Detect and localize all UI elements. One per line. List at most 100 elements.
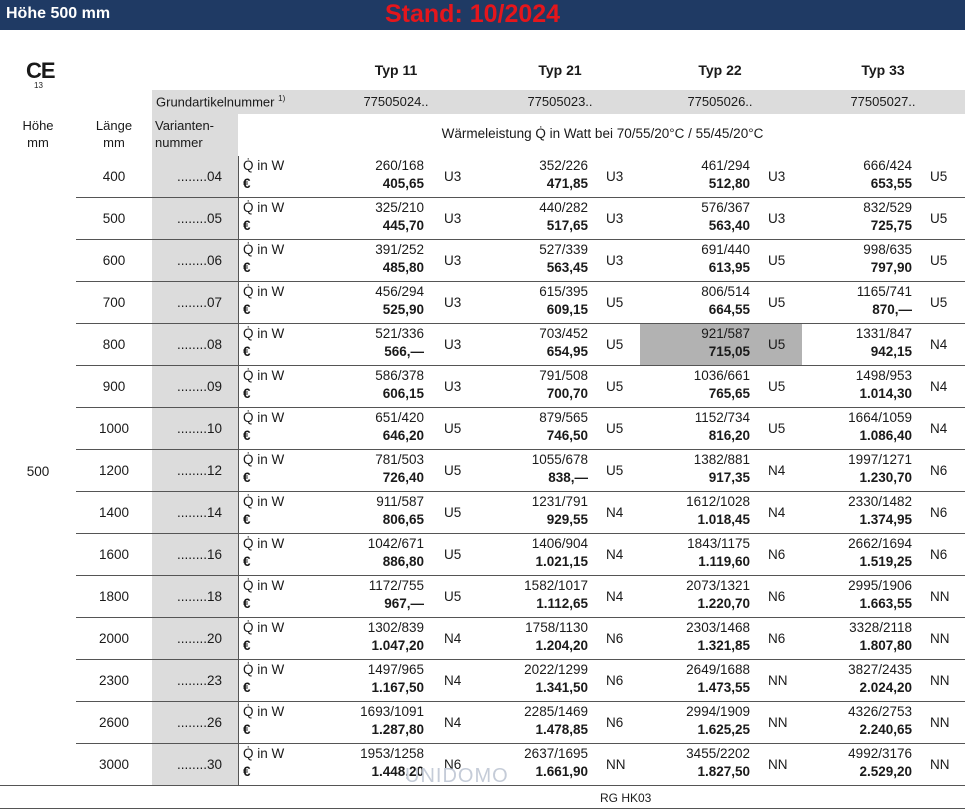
price-value: 563,45 xyxy=(546,260,588,275)
page-title: Höhe 500 mm xyxy=(6,5,111,22)
type-header-22: Typ 22 xyxy=(698,62,742,78)
package-code: U5 xyxy=(444,463,462,478)
watt-value: 1036/661 xyxy=(693,368,750,383)
laenge-value: 1800 xyxy=(98,589,130,604)
table-row: 1800 ........18 Q̇ in W € 1172/755 967,— U5… xyxy=(0,576,965,618)
price-value: 1.204,20 xyxy=(535,638,588,653)
price-value: 870,— xyxy=(872,302,912,317)
watt-value: 921/587 xyxy=(701,326,750,341)
table-row: 700 ........07 Q̇ in W € 456/294 525,90 U3 … xyxy=(0,282,965,324)
value-cell: 998/635 797,90 xyxy=(812,240,912,282)
watt-value: 391/252 xyxy=(375,242,424,257)
laenge-value: 1200 xyxy=(98,463,130,478)
watt-value: 806/514 xyxy=(701,284,750,299)
watt-value: 4992/3176 xyxy=(848,746,912,761)
euro-label: € xyxy=(243,176,251,191)
package-code: NN xyxy=(768,715,788,730)
watt-value: 1953/1258 xyxy=(360,746,424,761)
price-value: 715,05 xyxy=(708,344,750,359)
package-code: NN xyxy=(930,673,950,688)
watt-value: 703/452 xyxy=(539,326,588,341)
value-cell: 1497/965 1.167,50 xyxy=(324,660,424,702)
price-value: 1.374,95 xyxy=(859,512,912,527)
variante-value: ........12 xyxy=(176,463,222,478)
q-label: Q̇ in W xyxy=(243,620,285,635)
watt-value: 1055/678 xyxy=(531,452,588,467)
watt-value: 615/395 xyxy=(539,284,588,299)
table-row: 800 ........08 Q̇ in W € 521/336 566,— U3 7… xyxy=(0,324,965,366)
package-code: U5 xyxy=(444,547,462,562)
package-code: U3 xyxy=(768,211,786,226)
q-label: Q̇ in W xyxy=(243,284,285,299)
price-value: 838,— xyxy=(548,470,588,485)
package-code: N6 xyxy=(444,757,462,772)
package-code: N4 xyxy=(444,631,462,646)
table-row: 2600 ........26 Q̇ in W € 1693/1091 1.287,8… xyxy=(0,702,965,744)
price-value: 405,65 xyxy=(382,176,424,191)
type-header-33: Typ 33 xyxy=(861,62,905,78)
q-label: Q̇ in W xyxy=(243,410,285,425)
value-cell: 911/587 806,65 xyxy=(324,492,424,534)
package-code: U3 xyxy=(444,295,462,310)
value-cell: 1302/839 1.047,20 xyxy=(324,618,424,660)
price-value: 517,65 xyxy=(546,218,588,233)
price-value: 1.112,65 xyxy=(536,596,588,611)
watt-value: 325/210 xyxy=(375,200,424,215)
price-value: 1.167,50 xyxy=(371,680,424,695)
price-value: 1.018,45 xyxy=(697,512,750,527)
package-code: NN xyxy=(606,757,626,772)
price-value: 1.086,40 xyxy=(859,428,912,443)
watt-value: 2649/1688 xyxy=(686,662,750,677)
variante-value: ........05 xyxy=(176,211,222,226)
table-row: 2000 ........20 Q̇ in W € 1302/839 1.047,20… xyxy=(0,618,965,660)
price-value: 726,40 xyxy=(382,470,424,485)
header-bar: Höhe 500 mm Stand: 10/2024 xyxy=(0,0,965,30)
euro-label: € xyxy=(243,470,251,485)
value-cell: 2022/1299 1.341,50 xyxy=(488,660,588,702)
value-cell: 3827/2435 2.024,20 xyxy=(812,660,912,702)
laenge-value: 2600 xyxy=(98,715,130,730)
package-code: U5 xyxy=(768,337,786,352)
watt-value: 2995/1906 xyxy=(848,578,912,593)
euro-label: € xyxy=(243,764,251,779)
value-cell: 1382/881 917,35 xyxy=(650,450,750,492)
q-label: Q̇ in W xyxy=(243,368,285,383)
grundartikel-value: 77505023.. xyxy=(527,94,593,109)
package-code: N6 xyxy=(606,715,624,730)
laenge-value: 2000 xyxy=(98,631,130,646)
price-value: 1.230,70 xyxy=(859,470,912,485)
watt-value: 3328/2118 xyxy=(849,620,912,635)
q-label: Q̇ in W xyxy=(243,158,285,173)
watt-value: 879/565 xyxy=(539,410,588,425)
watt-value: 1612/1028 xyxy=(686,494,750,509)
watt-value: 1843/1175 xyxy=(687,536,750,551)
price-value: 609,15 xyxy=(546,302,588,317)
price-value: 1.341,50 xyxy=(535,680,588,695)
price-value: 485,80 xyxy=(382,260,424,275)
value-cell: 2995/1906 1.663,55 xyxy=(812,576,912,618)
q-label: Q̇ in W xyxy=(243,704,285,719)
q-label: Q̇ in W xyxy=(243,242,285,257)
price-value: 1.021,15 xyxy=(535,554,588,569)
variante-header: Varianten-nummer xyxy=(155,118,215,150)
value-cell: 4992/3176 2.529,20 xyxy=(812,744,912,786)
watt-value: 666/424 xyxy=(863,158,912,173)
watt-value: 1172/755 xyxy=(368,578,424,593)
price-value: 1.047,20 xyxy=(371,638,424,653)
price-value: 2.024,20 xyxy=(859,680,912,695)
grundartikel-value: 77505027.. xyxy=(850,94,916,109)
package-code: N4 xyxy=(606,505,624,520)
variante-column-bg xyxy=(152,156,238,786)
value-cell: 352/226 471,85 xyxy=(488,156,588,198)
package-code: U5 xyxy=(606,337,624,352)
watt-value: 1382/881 xyxy=(693,452,750,467)
package-code: U3 xyxy=(768,169,786,184)
watt-value: 2285/1469 xyxy=(524,704,588,719)
table-row: 1600 ........16 Q̇ in W € 1042/671 886,80 U… xyxy=(0,534,965,576)
package-code: N6 xyxy=(768,589,786,604)
value-cell: 325/210 445,70 xyxy=(324,198,424,240)
table-row: 600 ........06 Q̇ in W € 391/252 485,80 U3 … xyxy=(0,240,965,282)
price-value: 525,90 xyxy=(382,302,424,317)
price-value: 1.661,90 xyxy=(535,764,588,779)
package-code: U5 xyxy=(606,295,624,310)
